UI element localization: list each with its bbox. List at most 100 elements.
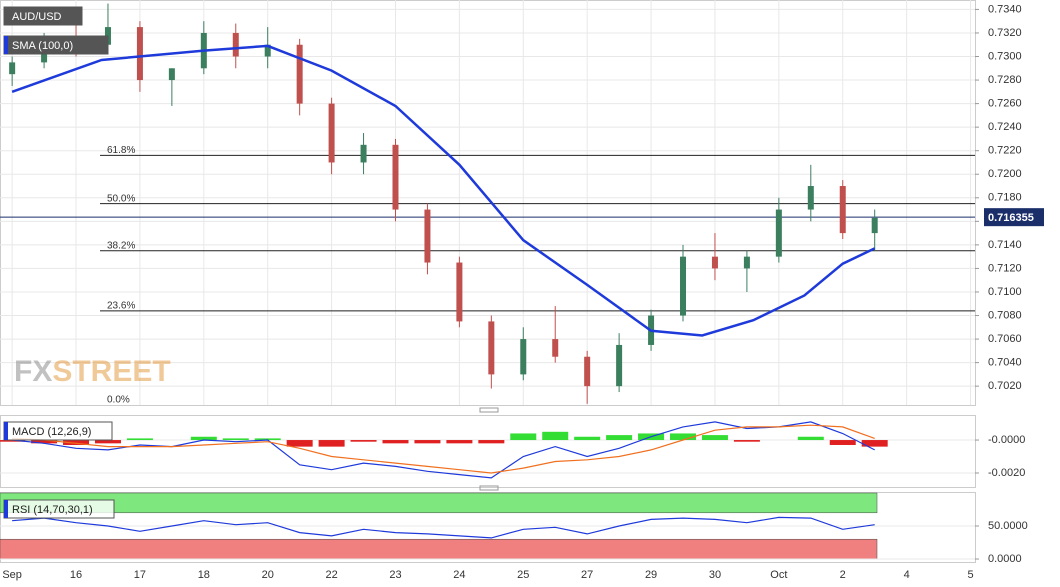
histogram-bar [414,440,441,444]
candle-body [136,27,143,81]
histogram-bar [350,440,377,442]
candle-body [680,256,687,316]
x-tick-label: 25 [517,569,529,581]
histogram-bar [733,440,760,442]
candle-body [871,217,878,234]
x-tick-label: 20 [262,569,274,581]
legend-label: SMA (100,0) [12,40,73,52]
fib-label: 50.0% [107,193,135,204]
rsi-band [0,538,878,560]
histogram-bar [606,435,633,441]
legend-swatch [4,500,8,518]
histogram-bar [446,440,473,444]
y-tick-label: 0.7080 [988,309,1022,321]
histogram-bar [797,436,824,441]
y-tick-label: 0.7200 [988,168,1022,180]
y-tick-label: 0.7020 [988,380,1022,392]
y-tick-label: 0.7320 [988,27,1022,39]
rsi-band [0,492,878,514]
histogram-bar [190,436,217,441]
y-tick-label: -0.0020 [988,467,1025,479]
x-tick-label: 29 [645,569,657,581]
histogram-bar [94,440,121,444]
resize-handle[interactable] [479,485,499,491]
fib-label: 38.2% [107,240,135,251]
histogram-bar [542,431,569,441]
x-tick-label: 24 [453,569,465,581]
histogram-bar [574,436,601,441]
candle-body [296,44,303,104]
legend-label: RSI (14,70,30,1) [12,504,93,516]
macd-line [12,424,875,474]
histogram-bar [0,440,26,442]
candle-body [232,32,239,57]
macd-panel [0,415,976,488]
histogram-bar [670,433,697,441]
candle-body [264,44,271,57]
x-tick-label: Sep [2,569,22,581]
histogram-bar [510,433,537,441]
histogram-bar [861,440,888,447]
rsi-line [12,516,875,539]
candle-body [584,356,591,387]
y-tick-label: 0.7180 [988,192,1022,204]
fib-label: 0.0% [107,395,130,406]
candle-body [520,339,527,375]
histogram-bar [829,440,856,445]
candle-body [616,344,623,387]
y-tick-label: 0.7300 [988,50,1022,62]
candle-body [488,321,495,375]
x-tick-label: 30 [709,569,721,581]
y-tick-label: 0.7340 [988,3,1022,15]
y-tick-label: 0.7120 [988,262,1022,274]
rsi-panel [0,492,976,563]
watermark-part: FX [14,355,52,388]
candle-body [743,256,750,269]
resize-handle[interactable] [479,407,499,413]
histogram-bar [126,438,153,441]
x-tick-label: 2 [840,569,846,581]
x-tick-label: 22 [325,569,337,581]
legend-swatch [4,36,8,54]
y-tick-label: 0.7220 [988,145,1022,157]
legend-box [3,6,83,26]
histogram-bar [286,440,313,447]
last-price-label: 0.716355 [988,212,1034,224]
histogram-bar [31,440,58,444]
histogram-bar [318,440,345,447]
price-panel [0,0,976,406]
candle-body [807,186,814,210]
candle-body [775,209,782,257]
last-price-box [984,208,1044,227]
fib-label: 23.6% [107,300,135,311]
y-tick-label: 0.7260 [988,98,1022,110]
x-tick-label: Oct [770,569,787,581]
y-tick-label: -0.0000 [988,434,1025,446]
x-tick-label: 23 [389,569,401,581]
candle-body [392,144,399,210]
fib-label: 61.8% [107,145,135,156]
y-tick-label: 50.0000 [988,520,1028,532]
watermark: FXSTREET [14,355,171,388]
x-tick-label: 16 [70,569,82,581]
candle-body [456,262,463,322]
candle-body [9,62,16,75]
y-tick-label: 0.7140 [988,239,1022,251]
candle-body [711,256,718,269]
x-tick-label: 17 [134,569,146,581]
histogram-bar [478,440,505,444]
sma-line [11,44,876,337]
x-tick-label: 18 [198,569,210,581]
watermark-part: STREET [52,355,170,388]
y-tick-label: 0.7060 [988,333,1022,345]
candle-body [360,144,367,163]
x-tick-label: 4 [904,569,910,581]
candle-body [552,339,559,357]
histogram-bar [63,440,90,445]
legend-swatch [4,422,8,440]
candle-body [168,68,175,81]
x-tick-label: 5 [967,569,973,581]
histogram-bar [701,435,728,441]
